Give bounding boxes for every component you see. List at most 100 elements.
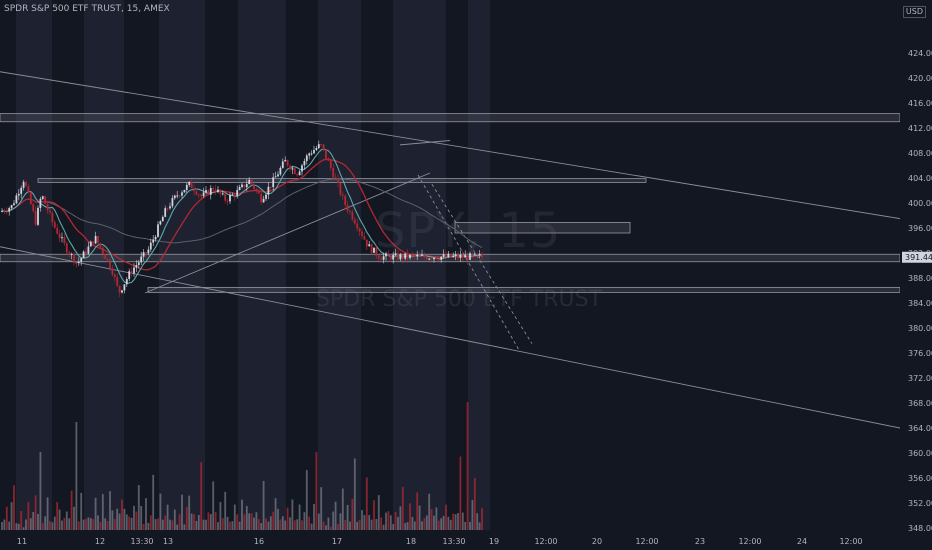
volume-bar — [53, 516, 56, 530]
volume-bar — [219, 502, 222, 530]
candle-body — [133, 267, 135, 274]
candle-body — [121, 290, 123, 293]
candle-body — [219, 189, 222, 194]
volume-bar — [418, 505, 421, 530]
candle-body — [46, 204, 49, 211]
candle-body — [303, 161, 306, 166]
candle-body — [368, 244, 371, 247]
time-tick-label: 19 — [489, 537, 499, 546]
volume-bar — [265, 518, 267, 530]
volume-bar — [377, 495, 380, 530]
candle-body — [73, 253, 75, 263]
volume-bar — [428, 493, 431, 530]
volume-bar — [469, 522, 471, 530]
volume-bar — [473, 477, 476, 530]
candle-body — [265, 194, 267, 199]
price-tick-label: 384.00 — [908, 299, 932, 308]
candle-body — [106, 258, 109, 260]
volume-bar — [325, 525, 327, 530]
volume-bar — [322, 521, 325, 530]
candle-body — [10, 205, 13, 209]
volume-bar — [157, 518, 159, 530]
candle-body — [245, 184, 248, 188]
candle-body — [157, 224, 159, 237]
volume-bar — [238, 521, 241, 530]
candle-body — [310, 153, 313, 155]
volume-bar — [337, 524, 339, 530]
time-tick-label: 17 — [332, 537, 342, 546]
price-tick-label: 360.00 — [908, 449, 932, 458]
candle-body — [442, 254, 445, 257]
time-tick-label: 11 — [17, 537, 27, 546]
time-tick-label: 12:00 — [738, 537, 761, 546]
candle-body — [128, 271, 131, 280]
currency-label[interactable]: USD — [902, 6, 926, 18]
candle-body — [8, 208, 11, 212]
volume-bar — [445, 504, 447, 530]
volume-bar — [217, 522, 219, 530]
time-tick-label: 13:30 — [442, 537, 465, 546]
volume-bar — [128, 516, 131, 530]
volume-bar — [471, 500, 474, 530]
volume-bar — [178, 514, 181, 530]
volume-bar — [315, 452, 318, 530]
candle-body — [181, 192, 183, 196]
volume-bar — [89, 518, 92, 530]
volume-bar — [61, 520, 63, 530]
volume-bar — [185, 507, 188, 530]
projection-line — [417, 174, 521, 352]
volume-bar — [356, 521, 359, 530]
time-tick-label: 12:00 — [839, 537, 862, 546]
candle-body — [39, 198, 42, 208]
volume-bar — [25, 519, 27, 530]
upper-channel-line — [0, 71, 901, 220]
volume-bar — [452, 513, 455, 530]
candle-body — [29, 192, 32, 205]
volume-bar — [212, 481, 215, 530]
volume-bar — [125, 514, 128, 530]
volume-bar — [207, 512, 210, 530]
candle-body — [332, 167, 335, 178]
candle-body — [65, 243, 68, 253]
volume-bar — [361, 510, 363, 530]
candle-body — [15, 195, 18, 204]
candle-body — [353, 219, 356, 224]
last-price-value: 391.44 — [905, 253, 932, 262]
volume-bar — [113, 519, 116, 530]
candle-body — [77, 261, 80, 263]
volume-bar — [39, 452, 42, 530]
volume-bar — [380, 517, 383, 530]
volume-bar — [133, 505, 135, 530]
candle-body — [380, 258, 383, 260]
candle-body — [22, 181, 25, 188]
volume-bar — [262, 480, 265, 530]
candle-body — [68, 252, 71, 255]
volume-bar — [1, 522, 3, 530]
candle-body — [137, 262, 140, 265]
volume-bar — [255, 512, 258, 530]
volume-bar — [34, 495, 37, 530]
volume-bar — [68, 518, 71, 530]
candle-body — [159, 221, 162, 225]
time-axis[interactable]: 11 12 13:30 13 16 17 18 13:30 19 12:00 20 12:00 23 12… — [17, 537, 863, 546]
volume-bar — [41, 523, 44, 530]
candle-body — [435, 257, 438, 260]
candle-body — [322, 144, 325, 150]
session-bands — [16, 0, 490, 530]
price-tick-label: 388.00 — [908, 274, 932, 283]
candle-body — [272, 177, 275, 188]
volume-bar — [394, 512, 397, 530]
candle-body — [346, 205, 349, 211]
volume-bar — [341, 488, 344, 530]
volume-bar — [70, 490, 73, 530]
price-tick-label: 356.00 — [908, 474, 932, 483]
candle-body — [445, 254, 447, 257]
candle-body — [152, 239, 155, 243]
price-axis[interactable]: 348.00 352.00 356.00 360.00 364.00 368.00 372.… — [900, 0, 932, 550]
volume-bar — [349, 521, 351, 530]
candle-body — [154, 236, 157, 240]
candle-body — [243, 184, 246, 188]
candle-body — [370, 244, 373, 253]
candle-body — [457, 254, 459, 258]
